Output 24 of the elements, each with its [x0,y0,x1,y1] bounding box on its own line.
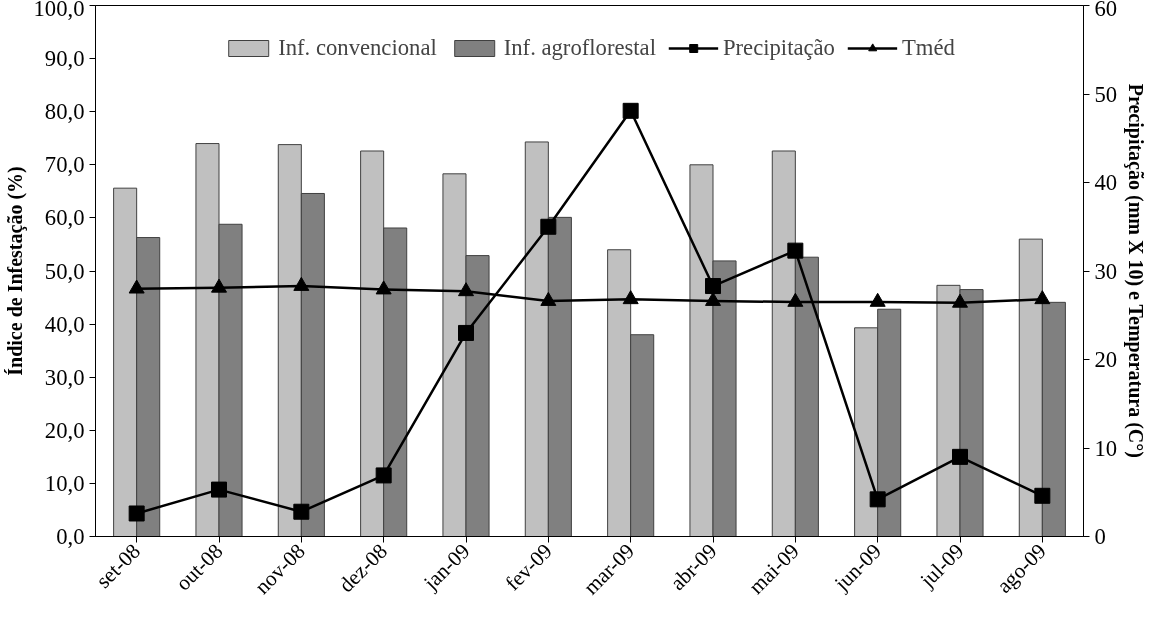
y-axis-title: Índice de Infestação (%) [3,166,27,376]
legend-label: Tméd [901,35,955,61]
y2-tick-label: 20 [1094,347,1118,372]
y2-tick-label: 60 [1094,0,1118,21]
y-tick-label: 70,0 [44,152,85,178]
y2-tick-label: 30 [1094,258,1118,284]
y2-axis-title: Precipitação (mm X 10) e Temperatura (C°) [1124,83,1148,458]
y-tick-label: 30,0 [44,364,85,390]
y-tick-label: 90,0 [44,46,85,72]
legend-label: Inf. agroflorestal [503,35,656,61]
y-tick-label: 40,0 [44,311,85,337]
y-tick-label: 10,0 [44,470,85,496]
y2-tick-label: 50 [1094,81,1118,107]
y-tick-label: 60,0 [44,205,85,231]
y-tick-label: 20,0 [44,417,85,443]
legend-label: Inf. convencional [278,35,437,61]
y-tick-label: 80,0 [44,99,85,125]
y-tick-label: 50,0 [44,258,85,284]
legend-label: Precipitação [722,35,835,61]
y2-tick-label: 40 [1094,170,1118,195]
y2-tick-label: 10 [1094,435,1118,461]
y-tick-label: 0,0 [56,524,85,549]
y2-tick-label: 0 [1094,524,1106,549]
y-tick-label: 100,0 [33,0,85,21]
